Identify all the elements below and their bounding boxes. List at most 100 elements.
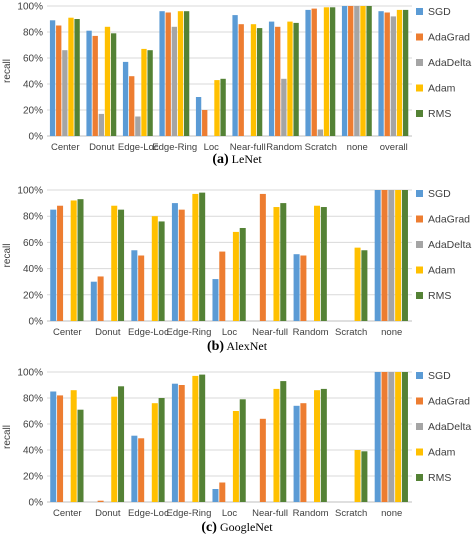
legend-swatch [416, 372, 423, 379]
bar-adagrad-random [275, 26, 281, 136]
bar-adadelta-scratch [317, 129, 324, 136]
x-tick-label: Random [293, 508, 329, 519]
x-tick-label: none [381, 327, 402, 338]
bar-adam-random [314, 390, 321, 502]
bar-rms-scratch [361, 451, 368, 502]
legend-label: AdaDelta [428, 421, 471, 433]
bar-adam-edge-ring [177, 11, 184, 137]
bar-sgd-none [374, 190, 381, 321]
bar-sgd-near-full [232, 15, 238, 137]
bar-adadelta-overall [390, 16, 397, 136]
legend: SGD AdaGrad AdaDelta Adam RMS [416, 370, 471, 484]
y-tick-label: 100% [17, 186, 43, 197]
bar-sgd-random [293, 254, 300, 321]
bar-sgd-loc [212, 489, 219, 502]
x-tick-label: Near-full [230, 142, 266, 153]
bar-adam-none [360, 6, 366, 136]
bar-adagrad-center [57, 205, 64, 321]
bar-adagrad-center [56, 25, 62, 136]
bar-adam-overall [396, 9, 403, 136]
legend-swatch [416, 84, 423, 92]
x-tick-label: Donut [95, 327, 121, 338]
y-axis-label: recall [2, 244, 13, 268]
x-tick-label: Scratch [335, 508, 367, 519]
x-tick-label: Center [51, 142, 80, 153]
bar-adam-near-full [273, 207, 280, 321]
y-tick-label: 60% [23, 420, 43, 431]
bar-adagrad-none [348, 6, 354, 136]
bar-adagrad-edge-ring [178, 385, 185, 502]
bar-sgd-donut [90, 281, 97, 321]
caption-letter: (b) [207, 339, 224, 354]
caption-name: GoogleNet [220, 520, 273, 534]
bar-sgd-overall [378, 11, 384, 137]
y-tick-label: 0% [29, 498, 44, 509]
bar-rms-near-full [280, 381, 287, 502]
bar-rms-donut [110, 33, 117, 136]
bar-sgd-scratch [305, 9, 311, 136]
y-axis-label: recall [2, 59, 13, 83]
bar-sgd-loc [212, 279, 219, 321]
bar-rms-random [320, 207, 327, 321]
bar-sgd-random [293, 405, 300, 502]
bar-adadelta-none [388, 372, 395, 502]
x-tick-label: Scratch [305, 142, 337, 153]
legend-label: Adam [428, 447, 456, 459]
y-tick-label: 20% [23, 472, 43, 483]
x-tick-label: Edge-Loc [118, 142, 159, 153]
bar-adam-near-full [250, 24, 257, 137]
legend-item-adadelta: AdaDelta [416, 57, 471, 69]
x-tick-label: Loc [204, 142, 220, 153]
bar-rms-edge-ring [199, 192, 206, 321]
x-tick-label: Center [53, 508, 82, 519]
legend-item-adam: Adam [416, 447, 456, 459]
chart-panel-3: 0% 20% 40% 60% 80% 100% recall Center Donut Edge-… [2, 368, 471, 536]
bar-adadelta-center [62, 50, 68, 137]
legend-label: RMS [428, 290, 451, 302]
bar-rms-scratch [361, 250, 368, 321]
panel-caption: (b) AlexNet [207, 339, 268, 354]
x-tick-label: Loc [222, 508, 238, 519]
bar-adagrad-scratch [311, 8, 317, 137]
legend-swatch [416, 266, 423, 274]
caption-name: AlexNet [226, 339, 267, 353]
bar-adagrad-edge-loc [138, 438, 145, 502]
legend-label: RMS [428, 108, 451, 120]
bar-rms-loc [239, 227, 246, 321]
bar-rms-overall [402, 9, 409, 136]
bar-adam-loc [232, 411, 239, 502]
legend-label: AdaDelta [428, 57, 471, 69]
legend-swatch [416, 397, 423, 405]
bar-adam-random [287, 21, 293, 137]
bar-sgd-center [50, 391, 57, 502]
panel-caption: (c) GoogleNet [201, 520, 273, 535]
legend-label: Adam [428, 265, 456, 277]
legend-label: SGD [428, 188, 451, 200]
bar-adam-donut [111, 205, 118, 321]
bar-adadelta-edge-loc [135, 116, 141, 136]
y-tick-label: 20% [23, 290, 43, 301]
bar-rms-edge-loc [158, 221, 165, 321]
bar-adagrad-center [57, 395, 64, 502]
x-tick-label: Near-full [252, 327, 288, 338]
x-tick-label: Edge-Loc [128, 508, 169, 519]
bar-rms-random [293, 22, 299, 136]
bar-rms-none [366, 6, 372, 136]
bar-rms-donut [118, 209, 125, 321]
bar-adam-edge-loc [151, 216, 158, 321]
bar-adagrad-none [381, 190, 388, 321]
legend-label: RMS [428, 472, 451, 484]
legend-label: SGD [428, 6, 451, 18]
legend-label: AdaGrad [428, 396, 470, 408]
bar-adagrad-near-full [238, 24, 244, 137]
bar-adam-loc [232, 231, 239, 321]
bar-rms-center [74, 19, 80, 136]
bar-adagrad-edge-loc [129, 76, 135, 136]
panel-caption: (a) LeNet [212, 152, 262, 167]
legend-swatch [416, 474, 423, 481]
legend-item-adam: Adam [416, 265, 456, 277]
chart-panel-2: 0% 20% 40% 60% 80% 100% recall Center Donut Edge-… [2, 186, 471, 355]
bar-adam-edge-ring [192, 375, 199, 502]
x-tick-label: Edge-Ring [166, 508, 211, 519]
bar-adagrad-loc [219, 251, 226, 321]
